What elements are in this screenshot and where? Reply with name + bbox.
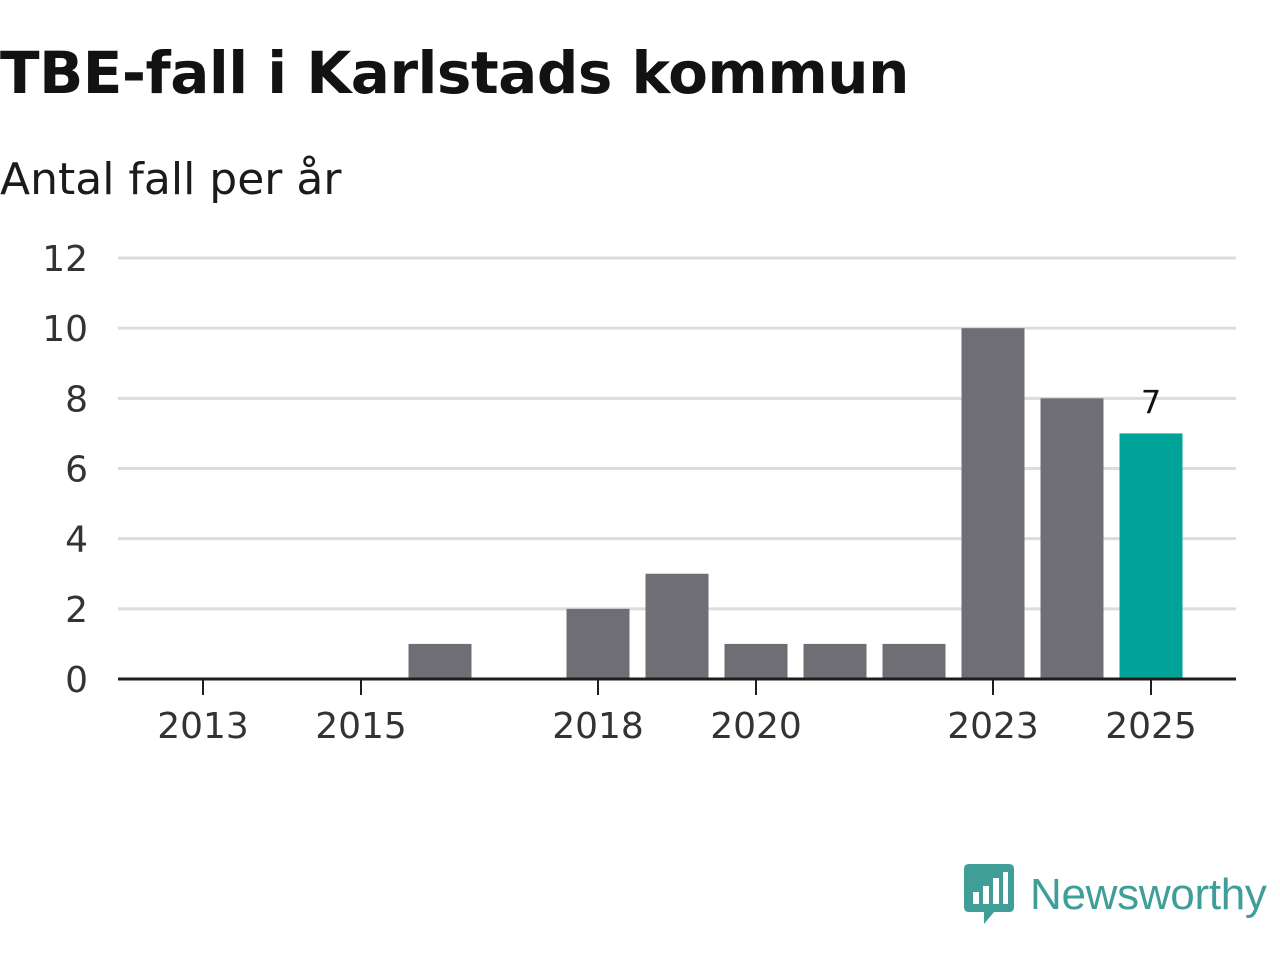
x-tick-label-2013: 2013 [157, 706, 249, 747]
newsworthy-logo-icon [964, 864, 1014, 924]
brand-name: Newsworthy [1030, 870, 1267, 919]
y-tick-label-4: 4 [65, 520, 88, 561]
x-tick-label-2023: 2023 [947, 706, 1039, 747]
y-tick-label-0: 0 [65, 660, 88, 701]
bar-2021 [803, 643, 867, 679]
bar-2018 [566, 608, 630, 679]
y-tick-label-6: 6 [65, 450, 88, 491]
bars [408, 328, 1183, 679]
annotations: 7 [1141, 383, 1161, 421]
brand: Newsworthy [964, 862, 1267, 928]
x-axis-ticks: 2013 2015 2018 2020 2023 2025 [157, 679, 1197, 747]
bar-2023 [961, 328, 1025, 679]
x-tick-label-2018: 2018 [552, 706, 644, 747]
bar-2022 [882, 643, 946, 679]
y-tick-label-8: 8 [65, 379, 88, 420]
x-tick-label-2025: 2025 [1105, 706, 1197, 747]
bar-2024 [1040, 398, 1104, 679]
y-axis-ticks: 0 2 4 6 8 10 12 [42, 239, 88, 701]
data-label-2025: 7 [1141, 383, 1161, 421]
chart-subtitle: Antal fall per år [0, 154, 342, 205]
bar-chart: 0 2 4 6 8 10 12 2013 2015 2018 2020 2023 2025 7 [42, 239, 1236, 747]
bar-2020 [724, 643, 788, 679]
x-tick-label-2020: 2020 [710, 706, 802, 747]
y-tick-label-10: 10 [42, 309, 88, 350]
bar-2025 [1119, 433, 1183, 679]
bar-2016 [408, 643, 472, 679]
y-tick-label-2: 2 [65, 590, 88, 631]
bar-2019 [645, 573, 709, 679]
chart-title: TBE-fall i Karlstads kommun [0, 39, 909, 107]
y-tick-label-12: 12 [42, 239, 88, 280]
x-tick-label-2015: 2015 [315, 706, 407, 747]
